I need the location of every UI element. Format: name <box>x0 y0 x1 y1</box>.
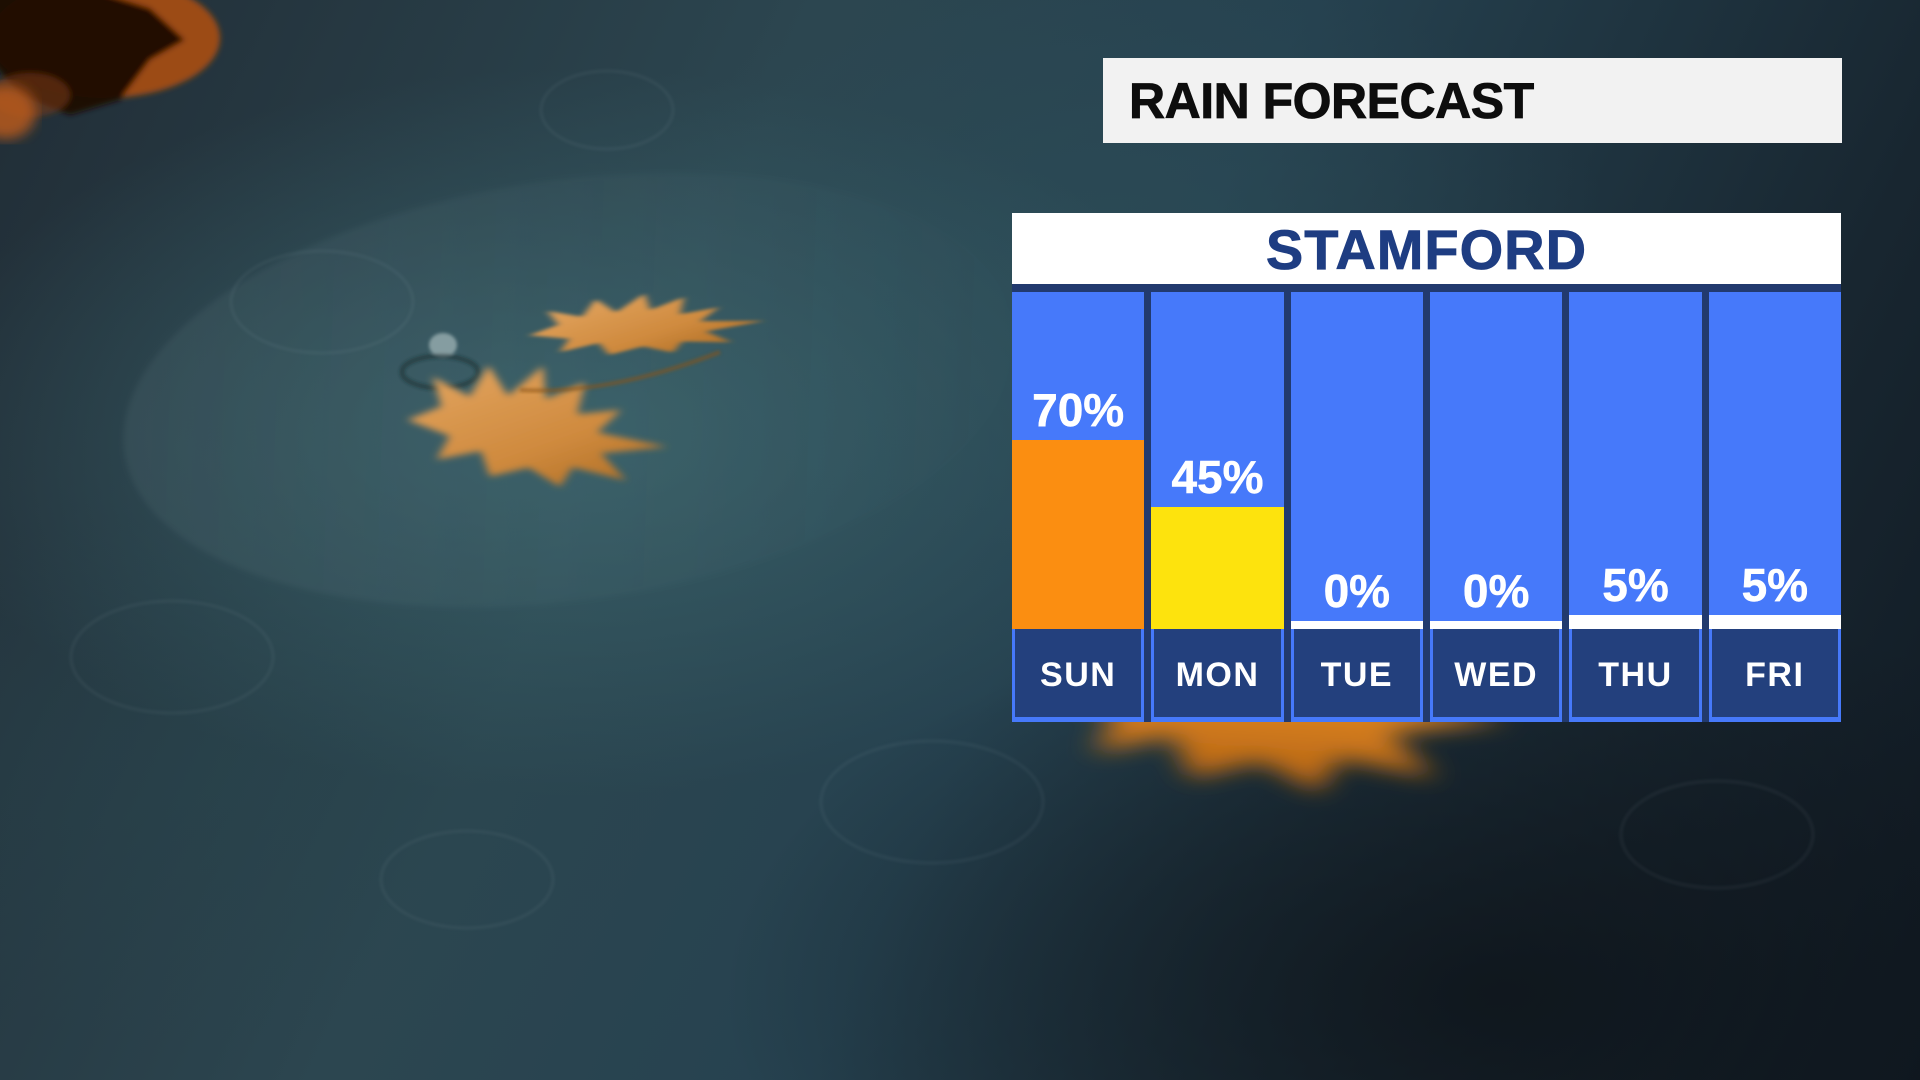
chart-title: STAMFORD <box>1265 217 1588 281</box>
day-footer: SUN <box>1015 629 1142 717</box>
leaf-middle-upper <box>527 285 766 363</box>
rain-bar <box>1290 621 1423 629</box>
day-label: FRI <box>1745 656 1805 694</box>
rain-bar <box>1429 621 1563 629</box>
day-column: 0% WED <box>1429 292 1563 722</box>
rain-ripple <box>70 600 274 714</box>
rain-ripple <box>820 740 1044 864</box>
rain-percent-label: 0% <box>1323 565 1391 617</box>
leaf-top-left <box>0 0 220 117</box>
rain-forecast-title: RAIN FORECAST <box>1129 72 1535 129</box>
day-footer: FRI <box>1711 629 1838 717</box>
rain-ripple <box>230 250 414 354</box>
day-label: THU <box>1598 656 1673 694</box>
rain-ripple <box>1620 780 1814 889</box>
day-label: WED <box>1454 656 1539 694</box>
day-footer: MON <box>1154 629 1281 717</box>
leaf-left-edge <box>0 85 36 139</box>
rain-percent-label: 5% <box>1602 559 1669 611</box>
rain-percent-label: 70% <box>1032 384 1125 436</box>
day-column: 70% SUN <box>1012 292 1145 722</box>
rain-bar <box>1151 507 1284 629</box>
rain-percent-label: 5% <box>1741 559 1809 611</box>
day-label: TUE <box>1320 656 1394 694</box>
forecast-columns: 70% SUN 45% MON 0% TUE 0% WED 5% THU 5% <box>1012 292 1841 722</box>
day-column: 0% TUE <box>1290 292 1423 722</box>
chart-title-box: STAMFORD <box>1012 213 1841 284</box>
rain-bar <box>1569 615 1702 629</box>
rain-forecast-banner: RAIN FORECAST <box>1103 58 1842 143</box>
day-footer: TUE <box>1293 629 1420 717</box>
rain-bar <box>1012 440 1145 629</box>
water-splash <box>399 333 481 391</box>
day-column: 45% MON <box>1151 292 1284 722</box>
rain-bar <box>1708 615 1841 629</box>
day-column: 5% THU <box>1569 292 1702 722</box>
day-footer: WED <box>1432 629 1560 717</box>
rain-ripple <box>380 830 554 929</box>
day-column: 5% FRI <box>1708 292 1841 722</box>
day-label: MON <box>1175 656 1260 694</box>
day-label: SUN <box>1040 656 1117 694</box>
rain-percent-label: 0% <box>1462 565 1530 617</box>
rain-ripple <box>540 70 674 150</box>
day-footer: THU <box>1572 629 1699 717</box>
rain-percent-label: 45% <box>1171 451 1264 503</box>
forecast-panel: STAMFORD 70% SUN 45% MON 0% TUE 0% WED 5… <box>1012 213 1841 722</box>
leaf-middle-lower <box>402 354 674 496</box>
